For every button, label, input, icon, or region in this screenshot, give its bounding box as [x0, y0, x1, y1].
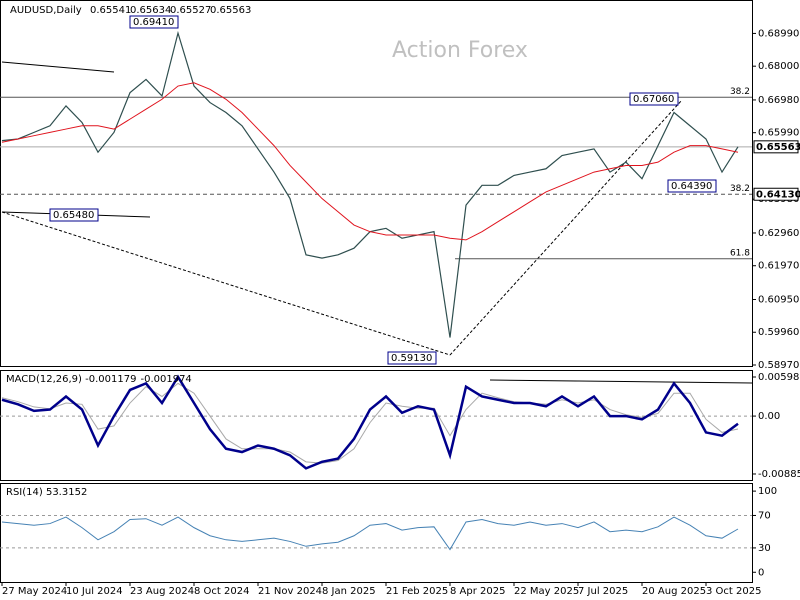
trendline: [1, 211, 451, 356]
x-tick-label: 3 Oct 2025: [706, 586, 761, 597]
signal-value: -0.001974: [140, 374, 191, 385]
header-open: 0.65541: [90, 5, 131, 16]
fib-label: 61.8: [730, 248, 750, 258]
trendlines: [1, 61, 753, 384]
series-line: [1, 374, 739, 470]
price-box-label: 0.65563: [756, 142, 800, 153]
panel-frame: [0, 0, 753, 367]
y-tick-label: 100: [758, 486, 777, 497]
y-tick-label: 0.00: [758, 411, 780, 422]
annotation: 0.65480: [53, 210, 94, 221]
y-tick-label: 0.68990: [758, 28, 799, 39]
panel-title: MACD(12,26,9) -0.001179 -0.001974: [6, 374, 192, 385]
watermark: Action Forex: [392, 38, 528, 63]
annotation: 0.69410: [133, 17, 174, 28]
trendline: [1, 61, 115, 73]
y-tick-label: -0.008859: [758, 469, 800, 480]
annotation: 0.59130: [391, 353, 432, 364]
y-tick-label: 0.68000: [758, 61, 799, 72]
panel-frame: [0, 483, 753, 583]
price-box-label: 0.64130: [756, 189, 800, 200]
y-tick-label: 0.59960: [758, 327, 799, 338]
series-line: [1, 82, 739, 241]
y-tick-label: 0.66980: [758, 95, 799, 106]
panel-frame: [0, 370, 753, 481]
header-high: 0.65634: [130, 5, 171, 16]
x-tick-label: 22 May 2025: [514, 586, 579, 597]
annotation-box: [667, 179, 717, 193]
x-tick-label: 10 Jul 2024: [66, 586, 123, 597]
fib-label: 38.2: [730, 184, 750, 194]
y-tick-label: 0.005981: [758, 372, 800, 383]
y-tick-label: 0.62960: [758, 228, 799, 239]
x-tick-label: 20 Aug 2025: [642, 586, 706, 597]
price-box: [753, 187, 799, 201]
y-tick-label: 0.65990: [758, 128, 799, 139]
header-close: 0.65563: [210, 5, 251, 16]
y-tick-label: 0.61970: [758, 261, 799, 272]
annotation-box: [49, 208, 99, 222]
y-tick-label: 0.58970: [758, 360, 799, 371]
trendline: [449, 99, 683, 356]
annotation-box: [129, 15, 179, 29]
x-tick-label: 21 Feb 2025: [386, 586, 448, 597]
price-box: [753, 140, 799, 154]
series-line: [1, 382, 739, 464]
y-tick-label: 70: [758, 510, 771, 521]
macd-value: -0.001179: [85, 374, 136, 385]
annotation-box: [387, 351, 437, 365]
trendline: [489, 379, 753, 384]
annotation: 0.64390: [671, 181, 712, 192]
series-line: [1, 516, 739, 551]
annotation-box: [629, 92, 679, 106]
x-tick-label: 21 Nov 2024: [258, 586, 322, 597]
x-tick-label: 8 Jan 2025: [322, 586, 376, 597]
fib-label: 38.2: [730, 87, 750, 97]
x-tick-label: 23 Aug 2024: [130, 586, 194, 597]
x-tick-label: 27 May 2024: [2, 586, 67, 597]
header-low: 0.65527: [170, 5, 211, 16]
x-tick-label: 8 Apr 2025: [450, 586, 505, 597]
x-tick-label: 7 Jul 2025: [578, 586, 628, 597]
y-tick-label: 0: [758, 567, 764, 578]
y-tick-label: 0.60950: [758, 294, 799, 305]
rsi-value: 53.3152: [46, 487, 87, 498]
y-tick-label: 30: [758, 543, 771, 554]
panel-title: RSI(14) 53.3152: [6, 487, 87, 498]
header-symbol: AUDUSD,Daily: [10, 5, 82, 16]
x-tick-label: 8 Oct 2024: [194, 586, 249, 597]
annotation: 0.67060: [633, 94, 674, 105]
